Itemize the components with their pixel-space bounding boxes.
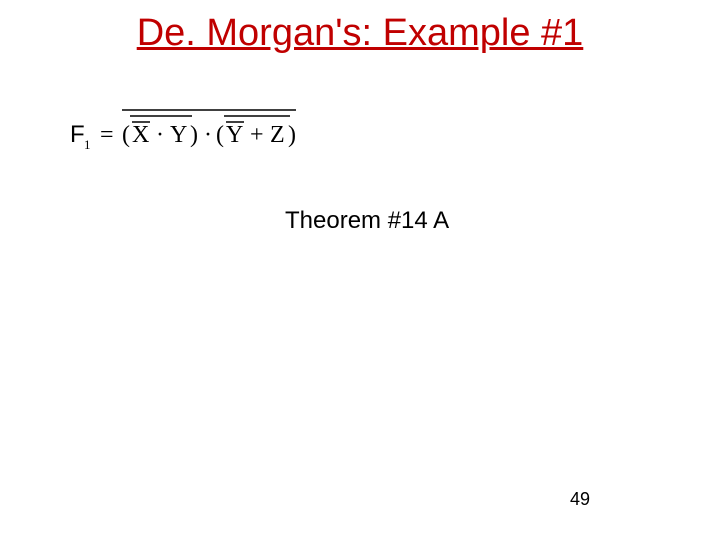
formula-svg: F 1 = ( X · Y ) · ( Y + Z ): [70, 102, 330, 162]
lparen-2: (: [216, 122, 224, 148]
slide-title: De. Morgan's: Example #1: [0, 12, 720, 55]
var-x: X: [132, 122, 149, 148]
lparen-1: (: [122, 122, 130, 148]
var-y2: Y: [226, 122, 243, 148]
op-dot-1: ·: [156, 122, 164, 148]
formula-subscript: 1: [84, 137, 91, 152]
op-plus: +: [250, 122, 264, 148]
formula-lhs: F: [70, 121, 85, 148]
var-y1: Y: [170, 122, 187, 148]
var-z: Z: [270, 122, 285, 148]
rparen-1: ): [190, 122, 198, 148]
rparen-2: ): [288, 122, 296, 148]
formula-eq: =: [100, 122, 114, 148]
op-dot-mid: ·: [204, 122, 212, 148]
theorem-label: Theorem #14 A: [285, 207, 449, 235]
page-number: 49: [570, 489, 590, 510]
formula: F 1 = ( X · Y ) · ( Y + Z ): [70, 102, 330, 167]
